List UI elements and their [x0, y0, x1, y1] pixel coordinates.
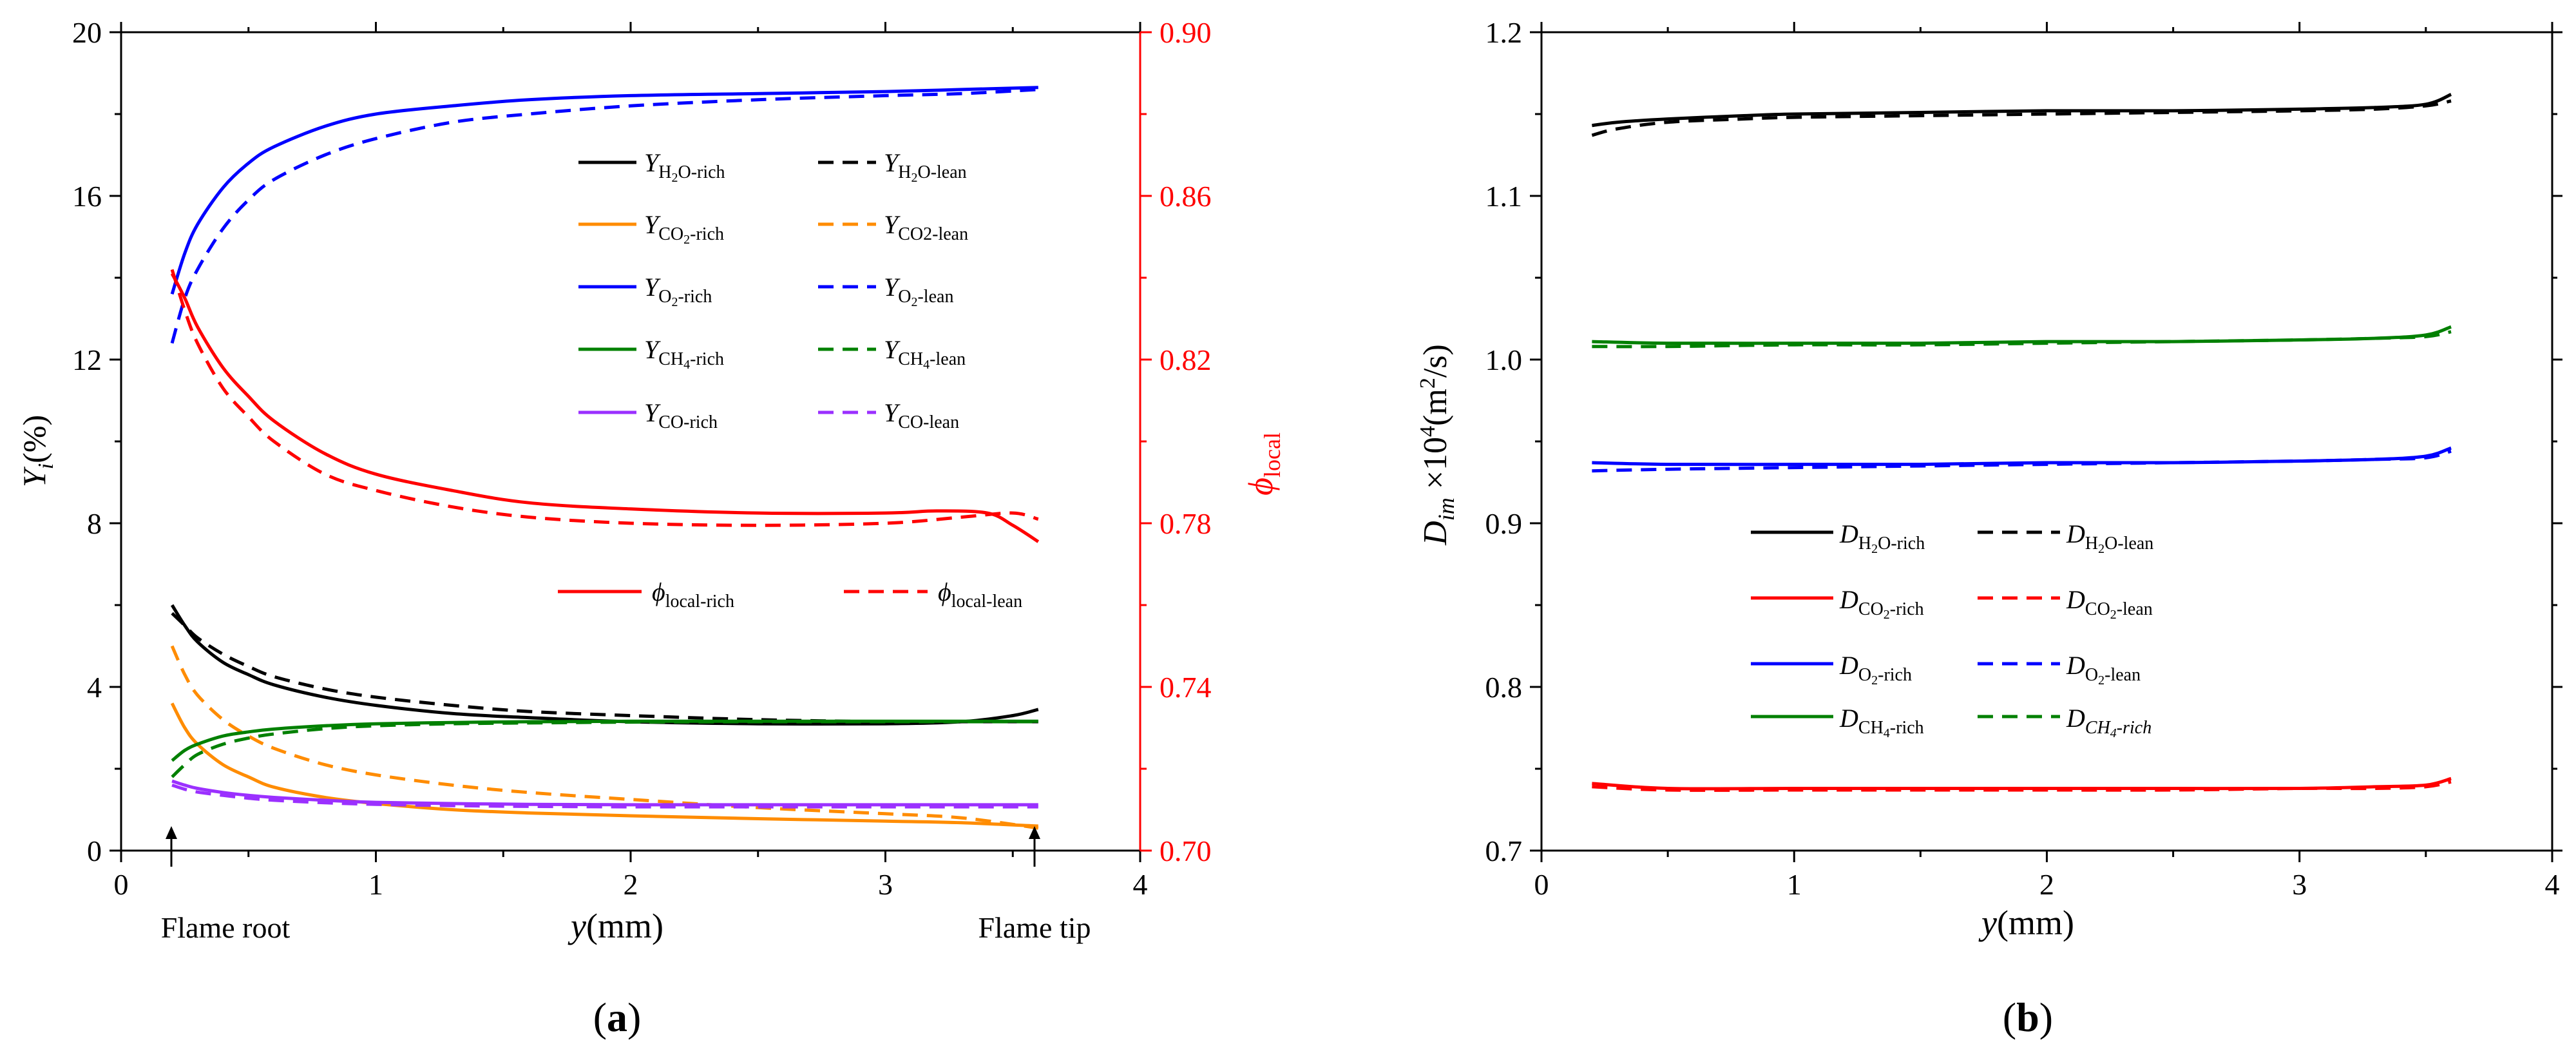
legend-label-d-co2-lean: DCO2-lean [2066, 585, 2153, 622]
a-x-axis-label: y(mm) [568, 907, 663, 945]
b-series-group [1591, 93, 2452, 792]
b-x-tick-label: 4 [2545, 868, 2560, 901]
a-panel-label: (a) [593, 994, 642, 1040]
b-series-CO2-rich [1592, 776, 2452, 791]
a-y-tick-label: 0 [87, 834, 102, 867]
a-y-tick-label: 12 [72, 343, 102, 376]
a-y2-tick-label: 0.78 [1159, 507, 1212, 540]
a-y-tick-label: 8 [87, 507, 102, 540]
legend-label-d-o2-lean: DO2-lean [2066, 651, 2141, 688]
b-series-CH4-rich [1592, 325, 2452, 345]
legend-label-ch4-lean: YCH4-lean [884, 335, 966, 372]
legend-label-d-h2o-rich: DH2O-rich [1839, 519, 1925, 556]
a-annotation-flame-root: Flame root [161, 826, 291, 944]
a-series-H2O-rich [170, 604, 1039, 726]
b-panel-label: (b) [2003, 994, 2053, 1040]
legend-label-h2o-lean: YH2O-lean [884, 148, 967, 185]
legend-label-o2-lean: YO2-lean [884, 273, 953, 309]
legend-label-ch4-rich: YCH4-rich [644, 335, 724, 372]
annotation-flame-tip: Flame tip [978, 911, 1091, 944]
a-x-tick-label: 2 [624, 868, 638, 901]
b-series-H2O-lean [1591, 99, 2452, 137]
b-x-tick-label: 1 [1787, 868, 1802, 901]
legend-label-d-ch4-rich: DCH4-rich [1839, 704, 1924, 740]
b-series-H2O-rich [1592, 93, 2452, 128]
a-y2-tick-label: 0.74 [1159, 671, 1212, 704]
a-x-tick-label: 4 [1133, 868, 1148, 901]
a-y2-tick-label: 0.82 [1159, 343, 1212, 376]
annotation-flame-root: Flame root [161, 911, 291, 944]
legend-label-phi-lean: ϕlocal-lean [938, 577, 1022, 612]
legend-label-d-ch4-lean: DCH4-rich [2066, 704, 2151, 740]
b-legend: DH2O-rich DH2O-lean DCO2-rich DCO2-lean … [1751, 519, 2153, 740]
legend-label-d-co2-rich: DCO2-rich [1839, 585, 1924, 622]
a-y2-tick-label: 0.70 [1159, 834, 1212, 867]
b-series-CO2-lean [1592, 780, 2452, 792]
b-series-O2-lean [1592, 449, 2452, 473]
a-series-group [170, 86, 1040, 830]
b-axes: 0 1 2 3 4 0.7 0.8 0.9 1.0 1.1 1.2 [1485, 16, 2562, 901]
legend-label-co-lean: YCO-lean [884, 398, 959, 432]
a-x-tick-label: 1 [368, 868, 383, 901]
a-series-CH4-lean [171, 720, 1038, 778]
a-series-CO-rich [171, 779, 1038, 807]
a-y2-axis-label: ϕlocal [1241, 432, 1285, 496]
a-y-axis-label: Yi(%) [16, 415, 58, 487]
b-x-axis-label: y(mm) [1978, 903, 2074, 942]
legend-label-phi-rich: ϕlocal-rich [652, 577, 734, 612]
b-y-axis-label: Dim ×104(m2/s) [1416, 344, 1459, 546]
b-x-tick-label: 3 [2292, 868, 2307, 901]
legend-label-co2-rich: YCO2-rich [644, 210, 724, 247]
legend-label-h2o-rich: YH2O-rich [644, 148, 725, 185]
a-x-tick-label: 3 [878, 868, 893, 901]
b-x-tick-label: 2 [2039, 868, 2054, 901]
panel-b: 0 1 2 3 4 0.7 0.8 0.9 1.0 1.1 1.2 Dim ×104(m2/s) y… [1416, 16, 2562, 1040]
a-series-phi-rich [170, 273, 1040, 543]
a-series-phi-lean [170, 269, 1039, 527]
b-x-tick-label: 0 [1534, 868, 1549, 901]
a-series-O2-rich [170, 86, 1038, 295]
a-y-tick-label: 20 [72, 16, 102, 49]
a-series-CO-lean [171, 784, 1038, 809]
legend-label-d-h2o-lean: DH2O-lean [2066, 519, 2153, 556]
a-series-CO2-lean [170, 645, 1039, 830]
a-x-tick-label: 0 [114, 868, 129, 901]
a-y-tick-label: 16 [72, 180, 102, 213]
a-legend: YH2O-rich YH2O-lean YCO2-rich YCO2-lean … [558, 148, 1022, 612]
b-y-tick-label: 0.9 [1485, 507, 1523, 540]
legend-label-co2-lean: YCO2-lean [884, 210, 968, 244]
b-y-tick-label: 1.0 [1485, 343, 1523, 376]
b-y-tick-label: 0.7 [1485, 834, 1523, 867]
a-y2-tick-label: 0.90 [1159, 16, 1212, 49]
a-series-CO2-rich [170, 702, 1038, 828]
legend-label-o2-rich: YO2-rich [644, 273, 712, 309]
a-y2-tick-label: 0.86 [1159, 180, 1212, 213]
b-y-tick-label: 1.2 [1485, 16, 1523, 49]
b-y-tick-label: 1.1 [1485, 180, 1523, 213]
a-y-tick-label: 4 [87, 671, 102, 704]
a-annotation-flame-tip: Flame tip [978, 826, 1091, 944]
legend-label-d-o2-rich: DO2-rich [1839, 651, 1912, 688]
b-y-tick-label: 0.8 [1485, 671, 1523, 704]
legend-label-co-rich: YCO-rich [644, 398, 718, 432]
